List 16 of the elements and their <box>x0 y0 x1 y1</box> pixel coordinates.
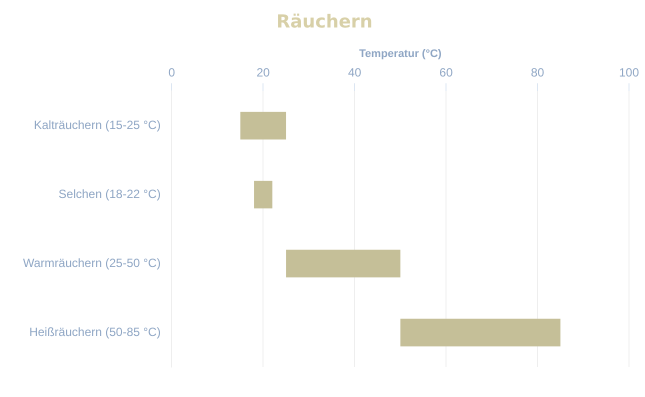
y-tick-label: Heißräuchern (50-85 °C) <box>29 324 161 339</box>
bar <box>400 318 560 346</box>
y-tick-label: Kalträuchern (15-25 °C) <box>34 118 161 132</box>
x-tick-label: 60 <box>439 65 454 80</box>
x-axis-title: Temperatur (°C) <box>359 48 442 60</box>
bar <box>286 250 400 278</box>
x-tick-label: 20 <box>256 65 270 80</box>
x-tick-label: 40 <box>348 65 362 80</box>
x-tick-label: 0 <box>168 65 176 80</box>
x-tick-label: 80 <box>530 65 545 80</box>
y-tick-label: Selchen (18-22 °C) <box>58 186 161 201</box>
bar <box>240 112 286 140</box>
chart-title: Räuchern <box>276 11 373 32</box>
bar <box>254 180 272 208</box>
y-tick-label: Warmräuchern (25-50 °C) <box>22 256 161 270</box>
x-tick-label: 100 <box>618 65 640 80</box>
